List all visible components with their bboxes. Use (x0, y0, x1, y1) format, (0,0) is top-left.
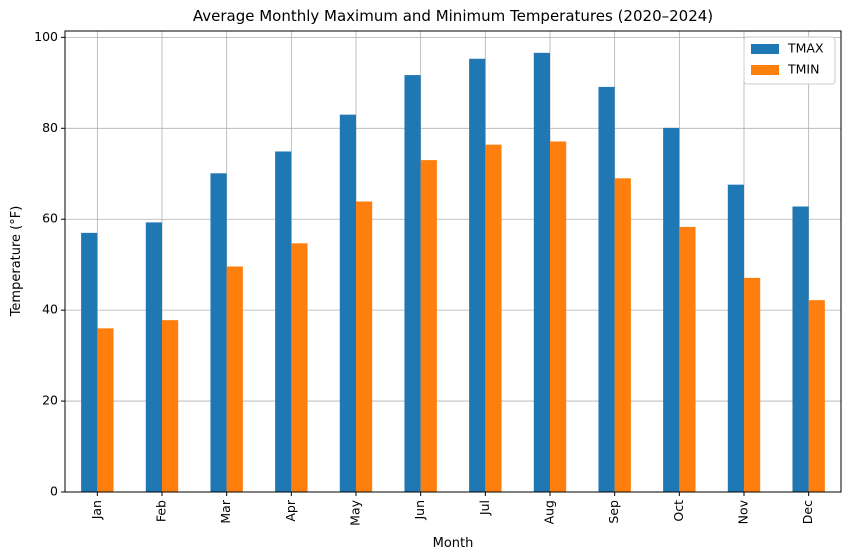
plot-frame (64, 30, 842, 493)
bar-tmin-may (356, 201, 373, 492)
x-tick-label: Jan (89, 500, 104, 520)
bar-tmin-jan (97, 328, 114, 492)
x-tick-label: Mar (218, 499, 233, 523)
legend: TMAX TMIN (743, 36, 836, 85)
bar-tmax-mar (210, 173, 227, 493)
bar-tmin-apr (291, 243, 308, 492)
x-tick-label: Oct (671, 500, 686, 522)
x-tick-label: May (348, 499, 363, 525)
y-tick-label: 20 (42, 393, 58, 408)
bar-tmax-sep (598, 86, 615, 493)
y-axis-ticks: 0 20 40 60 80 100 (34, 29, 65, 499)
y-tick-label: 100 (34, 29, 58, 44)
bar-tmin-oct (679, 226, 696, 492)
legend-label-tmax: TMAX (787, 41, 824, 56)
bar-tmin-jul (485, 144, 502, 492)
x-tick-label: Sep (606, 500, 621, 524)
y-tick-label: 60 (42, 211, 58, 226)
bar-tmax-aug (533, 52, 550, 493)
bar-tmax-jan (81, 232, 98, 493)
bar-tmin-aug (550, 141, 567, 493)
bar-tmin-sep (614, 178, 631, 493)
bar-tmin-jun (420, 160, 437, 492)
bar-tmax-may (339, 114, 356, 492)
x-tick-label: Feb (154, 500, 169, 522)
bar-tmin-dec (808, 300, 825, 492)
bar-tmax-oct (663, 127, 680, 492)
legend-swatch-tmax (751, 44, 779, 54)
bar-tmax-nov (727, 184, 744, 492)
bar-tmax-jun (404, 75, 421, 492)
y-tick-label: 80 (42, 120, 58, 135)
y-axis-label: Temperature (°F) (9, 206, 24, 318)
x-axis-ticks: Jan Feb Mar Apr May Jun Jul Aug Sep Oct Nov Dec (89, 492, 815, 526)
y-tick-label: 0 (50, 484, 58, 499)
x-tick-label: Dec (800, 500, 815, 524)
x-tick-label: Jun (412, 500, 427, 521)
x-tick-label: Nov (736, 499, 751, 524)
legend-swatch-tmin (751, 65, 779, 75)
bar-tmin-nov (744, 277, 761, 492)
y-tick-label: 40 (42, 302, 58, 317)
bar-tmin-mar (226, 266, 243, 492)
bars (81, 52, 825, 493)
grid (65, 31, 841, 493)
bar-tmax-jul (469, 58, 486, 493)
x-axis-label: Month (433, 536, 474, 551)
chart-title: Average Monthly Maximum and Minimum Temp… (193, 7, 713, 25)
bar-tmax-feb (145, 222, 162, 493)
bar-tmin-feb (162, 320, 179, 492)
x-tick-label: Jul (477, 500, 492, 516)
x-tick-label: Apr (283, 499, 298, 521)
bar-tmax-dec (792, 206, 809, 493)
legend-label-tmin: TMIN (787, 62, 819, 77)
axes (64, 30, 842, 493)
bar-tmax-apr (275, 151, 292, 492)
x-tick-label: Aug (542, 500, 557, 524)
